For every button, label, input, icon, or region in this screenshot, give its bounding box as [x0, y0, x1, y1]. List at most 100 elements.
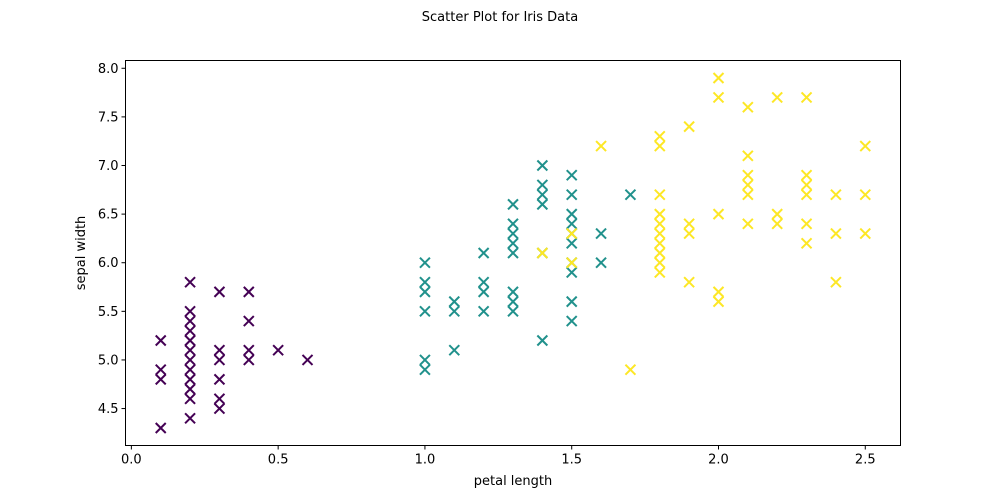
y-tick-label: 5.5: [98, 305, 119, 320]
data-point: [800, 237, 813, 249]
data-point: [624, 188, 637, 201]
data-point: [712, 72, 725, 84]
data-point: [742, 169, 754, 181]
data-point: [184, 276, 196, 288]
data-point: [654, 227, 666, 240]
data-point: [830, 188, 842, 201]
data-point: [712, 91, 725, 104]
data-point: [184, 354, 196, 366]
data-point: [213, 286, 226, 298]
data-point: [243, 354, 255, 366]
data-point: [654, 266, 666, 279]
data-point: [566, 227, 578, 240]
data-point: [800, 179, 813, 191]
x-tick-label: 0.5: [268, 453, 289, 468]
data-point: [712, 286, 725, 298]
data-point: [155, 373, 167, 386]
data-point: [419, 286, 431, 298]
data-point: [272, 344, 284, 356]
data-point: [742, 101, 754, 113]
data-point: [507, 198, 519, 211]
data-point: [742, 188, 754, 201]
x-tick-label: 1.0: [415, 453, 436, 468]
data-point: [859, 227, 871, 240]
data-point: [507, 237, 519, 249]
data-point: [477, 247, 490, 259]
y-tick-label: 5.0: [98, 353, 119, 368]
x-tick-label: 2.5: [855, 453, 876, 468]
data-point: [419, 354, 431, 366]
data-point: [419, 257, 431, 269]
data-point: [184, 412, 196, 424]
x-axis: 0.0 0.5 1.0 1.5 2.0 2.5: [121, 445, 876, 468]
data-point: [859, 140, 871, 152]
data-point: [184, 373, 196, 386]
data-point: [213, 373, 226, 386]
data-point: [184, 393, 196, 405]
data-point: [419, 305, 431, 318]
data-point: [624, 363, 637, 376]
data-point: [155, 363, 167, 376]
data-point: [566, 188, 578, 201]
data-point: [419, 276, 431, 288]
data-point: [683, 120, 695, 133]
data-point: [243, 315, 255, 327]
plot-frame: [125, 60, 901, 446]
data-point: [830, 227, 842, 240]
data-point: [566, 208, 578, 220]
data-point: [243, 286, 255, 298]
data-point: [566, 218, 578, 230]
y-tick-label: 4.5: [98, 402, 119, 417]
data-point: [595, 140, 607, 152]
points-layer: [155, 72, 871, 434]
data-point: [800, 218, 813, 230]
data-point: [566, 266, 578, 279]
x-tick-label: 1.5: [561, 453, 582, 468]
data-point: [536, 334, 549, 347]
data-point: [683, 276, 695, 288]
x-axis-label: petal length: [474, 474, 553, 489]
y-tick-label: 7.0: [98, 159, 119, 174]
data-point: [683, 227, 695, 240]
data-point: [184, 325, 196, 337]
data-point: [771, 208, 783, 220]
data-point: [742, 218, 754, 230]
data-point: [654, 257, 666, 269]
data-point: [830, 276, 842, 288]
data-point: [507, 218, 519, 230]
data-point: [536, 159, 549, 172]
data-point: [419, 363, 431, 376]
data-point: [448, 344, 460, 356]
data-point: [301, 354, 314, 366]
data-point: [184, 344, 196, 356]
data-point: [536, 247, 549, 259]
data-point: [800, 91, 813, 104]
data-point: [477, 305, 490, 318]
data-point: [595, 227, 607, 240]
data-point: [448, 305, 460, 318]
data-point: [184, 383, 196, 395]
data-point: [654, 130, 666, 143]
data-point: [654, 218, 666, 230]
data-point: [654, 140, 666, 152]
data-point: [507, 247, 519, 259]
data-point: [155, 334, 167, 347]
data-point: [507, 286, 519, 298]
data-point: [536, 198, 549, 211]
data-point: [654, 247, 666, 259]
data-point: [213, 393, 226, 405]
data-point: [683, 218, 695, 230]
data-point: [184, 363, 196, 376]
data-point: [155, 422, 167, 434]
data-point: [742, 150, 754, 162]
data-point: [213, 402, 226, 415]
data-point: [213, 344, 226, 356]
data-point: [566, 257, 578, 269]
data-point: [448, 295, 460, 308]
data-point: [184, 315, 196, 327]
data-point: [213, 354, 226, 366]
data-point: [507, 227, 519, 240]
data-point: [800, 169, 813, 181]
data-point: [184, 334, 196, 347]
